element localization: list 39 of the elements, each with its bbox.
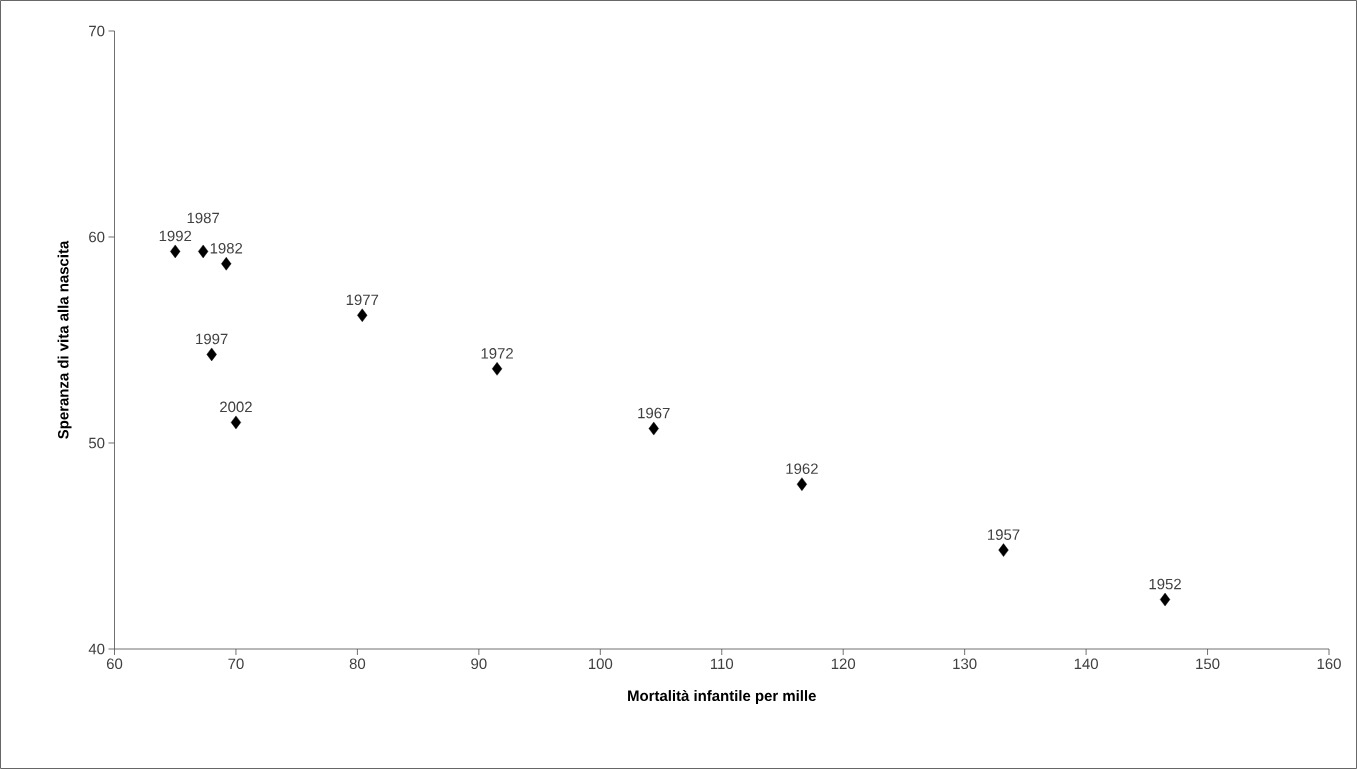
- x-tick-label: 110: [710, 658, 734, 670]
- x-tick-label: 130: [953, 658, 977, 670]
- x-tick-label: 160: [1317, 658, 1341, 670]
- x-tick-label: 90: [471, 658, 487, 670]
- point: [230, 415, 242, 430]
- x-tick-label: 150: [1196, 658, 1220, 670]
- x-tick-label: 120: [831, 658, 856, 670]
- point: [198, 244, 209, 259]
- annotation: 1992: [159, 230, 192, 242]
- point: [1159, 592, 1171, 607]
- annotation: 1972: [481, 348, 513, 359]
- x-tick-label: 100: [588, 658, 613, 670]
- annotation: 1967: [638, 407, 670, 419]
- annotation: 1987: [187, 212, 220, 224]
- point: [221, 257, 232, 271]
- point: [648, 421, 659, 436]
- annotation: 2002: [220, 401, 252, 413]
- y-axis-title: Speranza di vita alla nascita: [57, 240, 72, 439]
- point: [357, 308, 368, 322]
- y-tick-label: 40: [88, 643, 105, 655]
- x-axis-title: Mortalità infantile per mille: [628, 689, 816, 704]
- x-tick-label: 140: [1074, 658, 1098, 670]
- point: [998, 543, 1009, 557]
- point: [796, 477, 807, 491]
- point: [170, 244, 181, 259]
- annotation: 1982: [210, 242, 243, 254]
- y-tick-label: 50: [88, 437, 105, 449]
- y-tick-label: 70: [89, 25, 105, 37]
- point: [206, 347, 217, 362]
- x-tick-label: 60: [106, 658, 123, 670]
- point: [491, 362, 503, 376]
- annotation: 1997: [196, 333, 228, 345]
- x-tick-label: 80: [349, 658, 366, 670]
- annotation: 1962: [786, 463, 818, 474]
- x-tick-label: 70: [228, 658, 244, 670]
- annotation: 1957: [988, 529, 1020, 540]
- y-tick-label: 60: [89, 231, 105, 243]
- annotation: 1952: [1149, 578, 1181, 590]
- annotation: 1977: [346, 294, 379, 306]
